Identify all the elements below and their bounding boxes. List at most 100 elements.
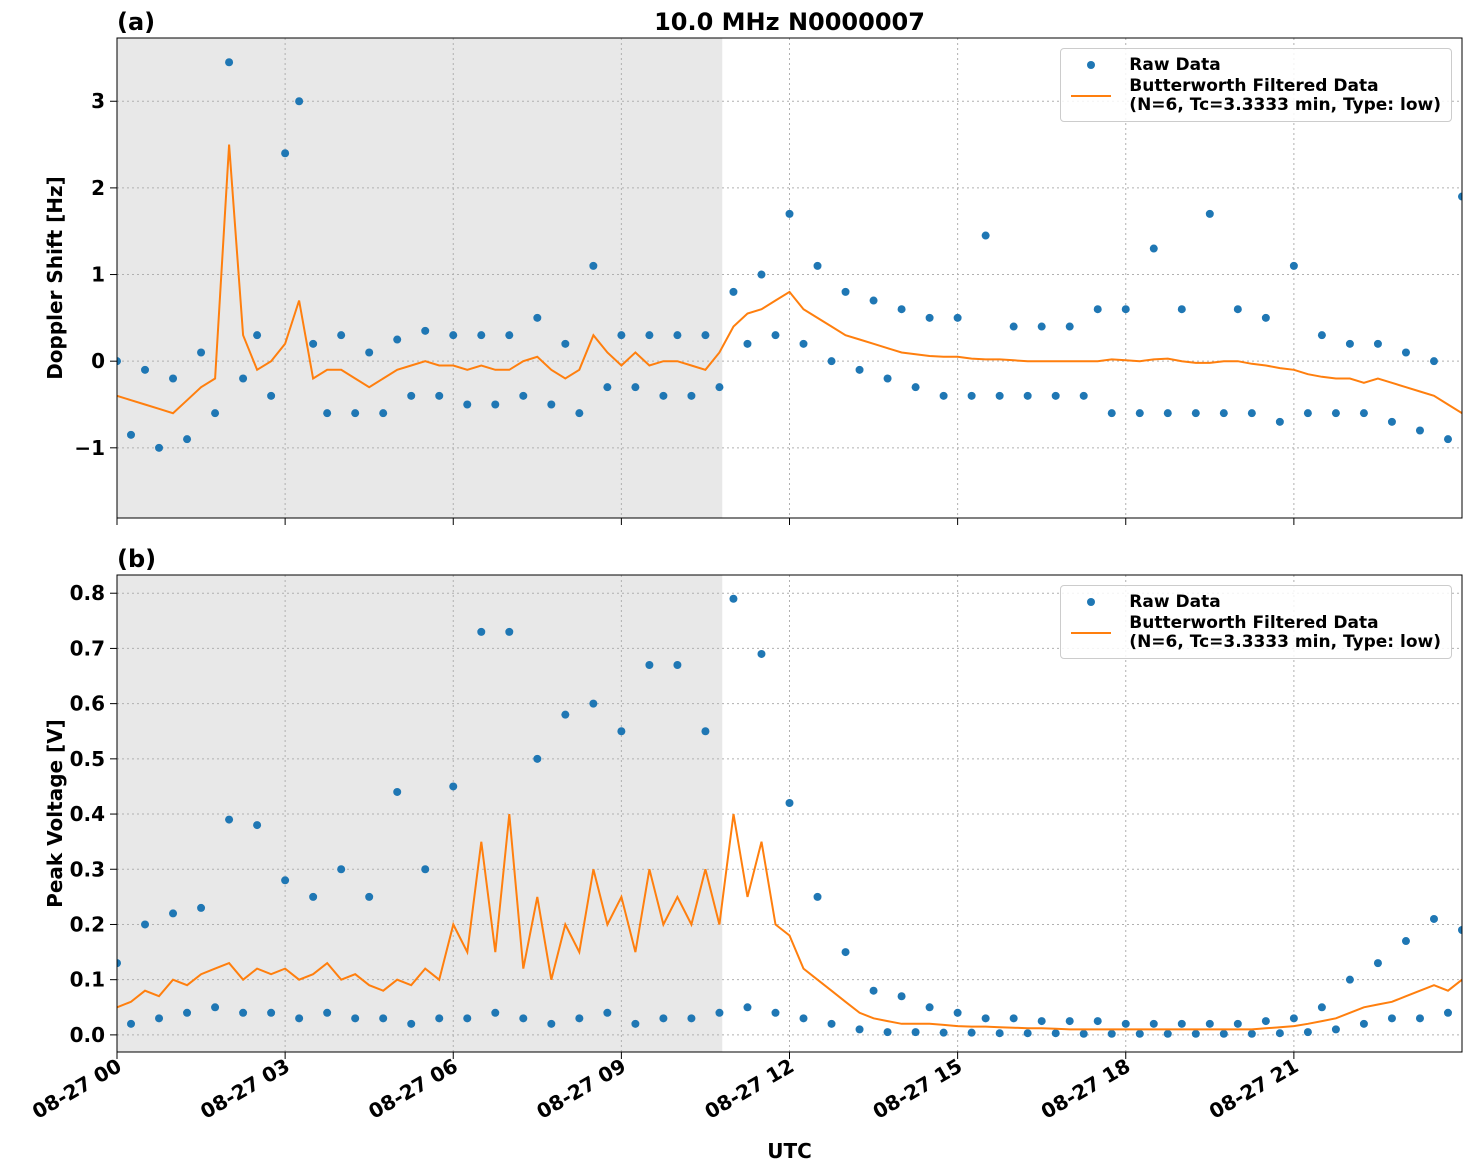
raw-point <box>1191 409 1200 418</box>
raw-point <box>561 339 570 348</box>
raw-point <box>1387 417 1396 426</box>
raw-point <box>1415 1014 1424 1023</box>
raw-point <box>505 627 514 636</box>
legend-key <box>1071 86 1112 106</box>
raw-point <box>869 986 878 995</box>
y-tick-label: 0.0 <box>70 1023 105 1047</box>
plot-frame <box>116 574 1463 1053</box>
raw-point <box>925 1003 934 1012</box>
raw-point <box>267 391 276 400</box>
x-tick-label: 08-27 03 <box>196 1054 294 1124</box>
raw-point <box>1443 1008 1452 1017</box>
y-tick-label: 0.7 <box>70 636 105 660</box>
raw-point <box>687 391 696 400</box>
y-axis-label: Doppler Shift [Hz] <box>43 176 67 380</box>
raw-point <box>155 1014 164 1023</box>
raw-point <box>323 1008 332 1017</box>
raw-point <box>267 1008 276 1017</box>
x-tick-label: 08-27 15 <box>869 1054 967 1124</box>
raw-point <box>117 959 121 968</box>
raw-point <box>883 1028 892 1037</box>
raw-point <box>225 58 234 67</box>
raw-point <box>547 1019 556 1028</box>
raw-point <box>197 903 206 912</box>
plot-area <box>117 594 1462 1038</box>
raw-point <box>715 1008 724 1017</box>
raw-point <box>589 261 598 270</box>
chart-title: 10.0 MHz N0000007 <box>654 8 925 36</box>
raw-point <box>337 865 346 874</box>
raw-point <box>1303 1028 1312 1037</box>
raw-point <box>1149 244 1158 253</box>
raw-point <box>1415 426 1424 435</box>
raw-point <box>1373 339 1382 348</box>
raw-point <box>239 374 248 383</box>
shaded-region <box>117 575 723 1052</box>
raw-point <box>981 231 990 240</box>
raw-point <box>323 409 332 418</box>
raw-point <box>519 391 528 400</box>
raw-point <box>1065 322 1074 331</box>
raw-point <box>197 348 206 357</box>
raw-point <box>1065 1017 1074 1026</box>
raw-point <box>1443 435 1452 444</box>
raw-point <box>1429 914 1438 923</box>
raw-point <box>687 1014 696 1023</box>
raw-point <box>351 1014 360 1023</box>
raw-point <box>435 1014 444 1023</box>
raw-point <box>939 391 948 400</box>
raw-point <box>1289 261 1298 270</box>
raw-point <box>1233 305 1242 314</box>
raw-point <box>855 365 864 374</box>
raw-point <box>477 627 486 636</box>
raw-point <box>169 374 178 383</box>
raw-point <box>1023 1029 1032 1038</box>
raw-point <box>1247 409 1256 418</box>
raw-point <box>1205 209 1214 218</box>
raw-point <box>953 1008 962 1017</box>
raw-point <box>155 443 164 452</box>
raw-point <box>1219 409 1228 418</box>
raw-point <box>379 409 388 418</box>
raw-point <box>1219 1029 1228 1038</box>
legend-label: Butterworth Filtered Data (N=6, Tc=3.333… <box>1129 613 1441 652</box>
y-tick-label: −1 <box>74 436 105 460</box>
legend-entry: Butterworth Filtered Data (N=6, Tc=3.333… <box>1071 614 1441 652</box>
raw-point <box>393 787 402 796</box>
raw-point <box>211 409 220 418</box>
raw-point <box>953 313 962 322</box>
raw-point <box>407 1019 416 1028</box>
legend-entry: Butterworth Filtered Data (N=6, Tc=3.333… <box>1071 77 1441 115</box>
raw-point <box>1079 391 1088 400</box>
raw-point <box>813 892 822 901</box>
raw-point <box>1149 1019 1158 1028</box>
raw-point <box>841 287 850 296</box>
raw-point <box>393 335 402 344</box>
raw-point <box>253 331 262 340</box>
raw-point <box>183 435 192 444</box>
raw-point <box>1401 937 1410 946</box>
filtered-line <box>117 813 1462 1031</box>
raw-point <box>799 339 808 348</box>
raw-point <box>729 287 738 296</box>
raw-point <box>841 948 850 957</box>
raw-point <box>225 815 234 824</box>
y-tick-label: 0.3 <box>70 857 105 881</box>
raw-point <box>295 1014 304 1023</box>
raw-point <box>1107 409 1116 418</box>
y-tick-label: 0.1 <box>70 968 105 992</box>
raw-point <box>477 331 486 340</box>
raw-point <box>463 400 472 409</box>
raw-point <box>1261 1017 1270 1026</box>
raw-point <box>631 383 640 392</box>
raw-point <box>1163 1029 1172 1038</box>
raw-point <box>1135 1029 1144 1038</box>
legend-key <box>1071 55 1111 75</box>
raw-point <box>785 799 794 808</box>
raw-point <box>1359 409 1368 418</box>
raw-point <box>127 1019 136 1028</box>
raw-point <box>1037 1017 1046 1026</box>
raw-point <box>309 892 318 901</box>
raw-point <box>995 1029 1004 1038</box>
